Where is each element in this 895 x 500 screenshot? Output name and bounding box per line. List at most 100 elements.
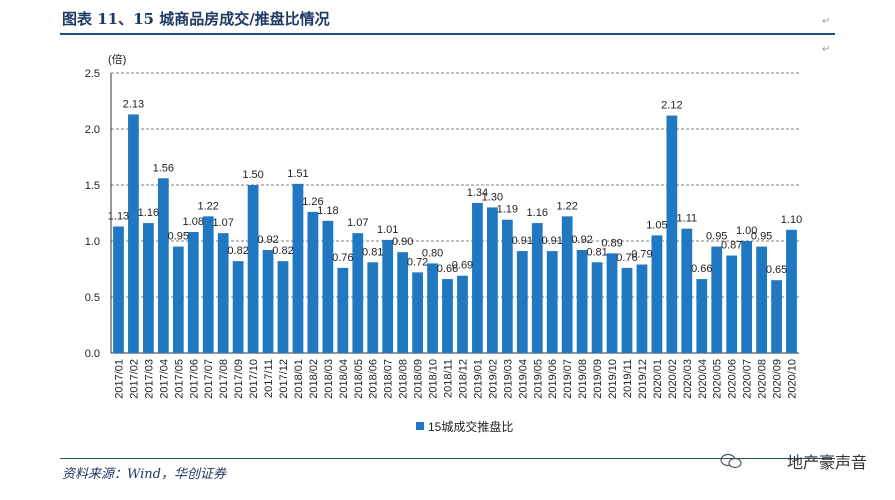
data-label: 1.16 xyxy=(138,207,159,219)
bar xyxy=(442,279,453,353)
x-tick-label: 2017/12 xyxy=(278,359,290,399)
bar xyxy=(487,207,498,353)
bar xyxy=(157,178,169,353)
x-tick-label: 2020/03 xyxy=(682,359,694,399)
paragraph-mark: ↵ xyxy=(822,16,831,27)
data-label: 0.95 xyxy=(168,231,189,243)
data-label: 1.50 xyxy=(242,169,263,181)
x-tick-label: 2020/05 xyxy=(712,359,724,399)
bar xyxy=(322,220,334,353)
paragraph-mark: ↵ xyxy=(822,44,831,55)
bar xyxy=(591,262,603,353)
x-tick-label: 2019/11 xyxy=(622,359,634,398)
x-tick-label: 2019/07 xyxy=(562,359,574,399)
bar xyxy=(696,279,708,353)
legend-label: 15城成交推盘比 xyxy=(428,419,513,434)
x-tick-label: 2018/04 xyxy=(338,359,350,399)
data-label: 1.22 xyxy=(198,200,219,212)
bar xyxy=(113,226,124,353)
x-tick-label: 2017/10 xyxy=(248,359,260,399)
bar xyxy=(546,251,558,353)
x-tick-label: 2019/03 xyxy=(502,359,514,399)
data-label: 0.66 xyxy=(437,263,458,275)
x-tick-label: 2017/09 xyxy=(233,359,245,399)
bar xyxy=(771,280,782,353)
x-tick-label: 2018/02 xyxy=(308,359,320,399)
header-rule xyxy=(60,33,835,35)
bar xyxy=(382,239,394,353)
x-tick-label: 2017/06 xyxy=(188,359,200,399)
footer-rule xyxy=(60,458,835,459)
x-tick-label: 2017/02 xyxy=(128,359,140,399)
x-tick-label: 2018/01 xyxy=(293,359,305,399)
data-label: 1.19 xyxy=(497,204,518,216)
bar xyxy=(143,223,154,353)
data-label: 2.13 xyxy=(123,98,144,110)
data-label: 1.11 xyxy=(677,213,698,225)
x-tick-label: 2018/12 xyxy=(457,359,469,399)
bar xyxy=(202,216,214,353)
bar xyxy=(412,272,423,353)
bar xyxy=(711,246,723,353)
bar xyxy=(367,262,379,353)
x-tick-label: 2018/09 xyxy=(413,359,425,399)
x-tick-label: 2019/08 xyxy=(577,359,589,399)
bar xyxy=(576,249,588,353)
bar xyxy=(292,183,304,353)
y-axis-labels: 0.0 0.5 1.0 1.5 2.0 2.5 xyxy=(85,68,100,360)
data-label: 1.26 xyxy=(302,196,323,208)
bar xyxy=(277,261,289,353)
chat-bubble-icon xyxy=(720,453,742,469)
data-label: 0.66 xyxy=(691,263,712,275)
data-label: 0.81 xyxy=(362,246,383,258)
data-label: 0.89 xyxy=(601,237,622,249)
data-label: 0.91 xyxy=(512,235,533,247)
x-tick-label: 2017/07 xyxy=(203,359,215,399)
bar xyxy=(232,261,244,353)
data-label: 1.16 xyxy=(527,207,548,219)
bar-series xyxy=(113,114,797,353)
data-label: 1.10 xyxy=(781,214,802,226)
x-tick-label: 2020/10 xyxy=(787,359,799,399)
x-tick-label: 2019/06 xyxy=(547,359,559,399)
y-tick-label: 1.5 xyxy=(85,180,100,192)
bar xyxy=(636,264,648,353)
data-label: 0.87 xyxy=(721,240,742,252)
bar xyxy=(516,251,528,353)
x-tick-label: 2017/03 xyxy=(143,359,155,399)
data-label: 0.81 xyxy=(586,246,607,258)
data-label: 0.91 xyxy=(542,235,563,247)
data-label: 1.34 xyxy=(467,187,488,199)
data-label: 1.51 xyxy=(287,168,308,180)
y-tick-label: 0.0 xyxy=(85,348,100,360)
x-tick-label: 2018/11 xyxy=(443,359,455,398)
data-label: 1.07 xyxy=(212,217,233,229)
bar xyxy=(128,114,139,353)
bar xyxy=(606,253,618,353)
bar xyxy=(352,233,364,353)
x-tick-label: 2020/07 xyxy=(742,359,754,399)
data-label: 1.13 xyxy=(108,210,129,222)
bar xyxy=(397,252,409,353)
data-label: 0.82 xyxy=(227,245,248,257)
bar xyxy=(621,267,633,353)
x-tick-label: 2019/04 xyxy=(517,359,529,399)
x-axis-labels: 2017/01 2017/02 2017/03 2017/04 2017/05 2017/… xyxy=(113,359,798,399)
bar xyxy=(307,211,319,353)
x-tick-label: 2019/01 xyxy=(472,359,484,399)
data-label: 1.05 xyxy=(646,219,667,231)
x-tick-label: 2018/06 xyxy=(368,359,380,399)
bar xyxy=(217,233,229,353)
data-label: 1.00 xyxy=(736,225,757,237)
x-tick-label: 2019/12 xyxy=(637,359,649,399)
x-tick-label: 2020/06 xyxy=(727,359,739,399)
bar xyxy=(187,232,199,353)
legend-swatch xyxy=(416,422,424,430)
data-label: 1.18 xyxy=(317,205,338,217)
x-tick-label: 2018/10 xyxy=(428,359,440,399)
data-label: 0.90 xyxy=(392,236,413,248)
data-label: 0.80 xyxy=(422,247,443,259)
bar xyxy=(472,202,483,353)
data-labels: 1.13 2.13 1.16 1.56 0.95 1.08 1.22 1.07 0.82 1.50… xyxy=(108,98,802,276)
